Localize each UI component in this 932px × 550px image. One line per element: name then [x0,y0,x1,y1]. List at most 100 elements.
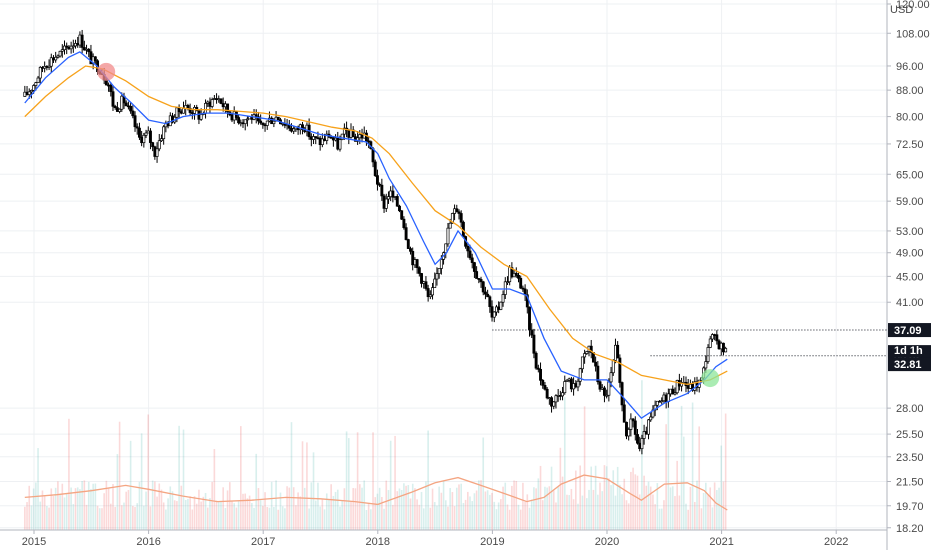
currency-label: USD [890,4,913,16]
candle-body [655,400,659,406]
volume-bar [597,494,599,530]
volume-bar [608,478,610,530]
volume-bar [116,454,119,530]
candle-body [428,294,432,298]
candles [23,29,728,455]
candle-body [475,271,479,279]
volume-bar [35,482,37,530]
volume-bar [350,501,352,530]
volume-bar [253,507,255,530]
volume-bar [363,480,366,530]
candle-body [111,91,115,107]
volume-bar [385,480,388,530]
volume-bar [506,504,509,530]
volume-bar [425,481,427,530]
candle-body [245,118,249,121]
candle-body [272,120,276,125]
candle-body [466,245,470,252]
candle-body [69,45,73,50]
volume-bar [480,480,482,530]
price-tick-label: 72.50 [896,139,924,151]
volume-bar [383,508,385,530]
candle-body [580,356,584,370]
time-axis[interactable]: 2015 2016 2017 2018 2019 2020 2021 2022 [22,530,849,548]
volume-bar [557,486,559,530]
candle-body [424,281,428,289]
volume-bar [570,488,573,530]
volume-bar [198,489,200,530]
volume-bar [478,480,480,530]
volume-bar [134,507,136,530]
volume-bar [716,490,718,530]
volume-bar [387,490,390,530]
candle-body [620,382,624,406]
volume-bar [224,508,227,530]
volume-bar [687,509,689,530]
candle-body [708,338,712,348]
volume-bar [57,481,59,530]
volume-bar [160,489,163,530]
volume-bar [317,482,319,530]
volume-bar [328,499,330,530]
candle-body [129,105,133,112]
volume-bar [623,478,626,530]
candle-body [450,213,454,224]
volume-bar [59,494,61,530]
candle-body [36,77,40,83]
volume-bar [343,488,346,530]
candle-body [543,385,547,390]
price-axis[interactable]: 120.00 108.00 96.00 88.00 80.00 72.50 65.00 59.… [887,0,930,535]
volume-bar [467,491,469,530]
candle-body [137,127,141,138]
candle-body [706,347,710,362]
candle-body [472,262,476,272]
candle-body [470,257,474,263]
candle-body [420,273,423,284]
price-tick-label: 41.00 [896,297,924,309]
candle-body [63,45,66,51]
candle-body [501,294,505,303]
volume-bar [619,484,621,530]
volume-bar [713,482,716,530]
volume-bar [145,491,147,530]
candle-body [426,288,430,298]
candle-body [633,420,637,435]
price-tick-label: 49.00 [896,248,924,260]
volume-bar [46,506,48,530]
volume-bar [136,503,139,530]
volume-bar [660,508,663,530]
time-tick-label: 2020 [595,536,619,548]
candle-body [715,334,719,342]
volume-bar [191,509,194,530]
volume-bar [555,502,557,530]
volume-bar [220,500,222,530]
volume-bar [178,425,180,530]
price-label-box [888,357,931,372]
candle-body [380,184,384,197]
candle-body [58,50,62,57]
candle-body [446,227,450,245]
candle-body [131,110,135,117]
volume-bar [638,494,641,530]
volume-bar [630,471,632,530]
volume-bar [400,490,403,530]
volume-bar [568,495,570,530]
volume-bar [482,437,485,530]
volume-bar [645,485,648,530]
volume-bar [416,499,418,530]
volume-bar [182,429,185,530]
grid-lines [0,0,887,530]
price-tick-label: 28.00 [896,403,924,415]
volume-bar [262,505,264,530]
volume-bar [209,498,211,530]
candle-body [506,281,509,284]
candle-body [340,133,344,140]
volume-bar [204,492,207,530]
volume-bar [299,496,302,530]
candle-body [660,400,664,403]
volume-bar [579,465,582,530]
candle-body [338,139,342,150]
volume-bar [323,509,326,530]
volume-bar [268,507,271,530]
